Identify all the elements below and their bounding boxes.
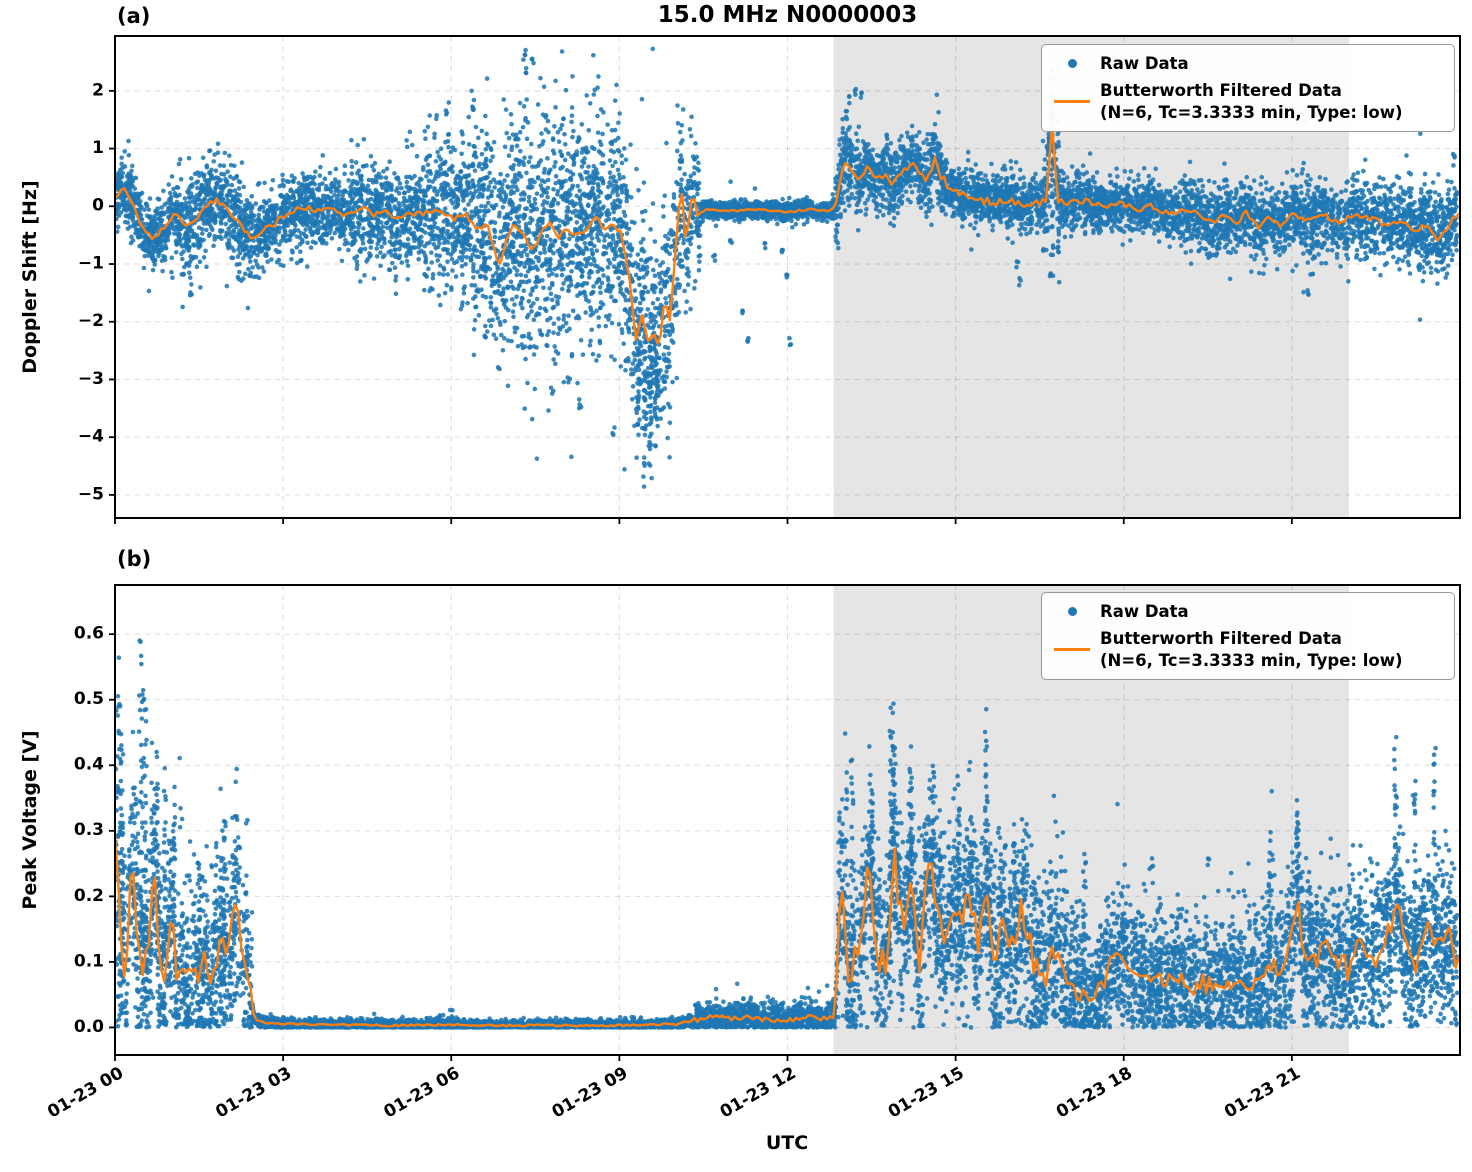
legend-raw-label: Raw Data	[1100, 54, 1189, 73]
legend-raw-label: Raw Data	[1100, 602, 1189, 621]
panel-a-label: (a)	[117, 4, 151, 28]
legend-filtered-label-line1: Butterworth Filtered Data	[1100, 629, 1342, 649]
filtered-line-marker-icon	[1054, 100, 1090, 104]
legend-filtered-label: Butterworth Filtered Data (N=6, Tc=3.333…	[1100, 80, 1403, 123]
filtered-line-marker-icon	[1054, 648, 1090, 652]
legend-filtered-label-line2: (N=6, Tc=3.3333 min, Type: low)	[1100, 102, 1403, 122]
legend-filtered-label: Butterworth Filtered Data (N=6, Tc=3.333…	[1100, 628, 1403, 671]
legend-raw-entry: Raw Data	[1052, 601, 1444, 622]
y-axis-label-doppler: Doppler Shift [Hz]	[19, 180, 41, 374]
panel-b-label: (b)	[117, 547, 152, 571]
legend-filtered-label-line1: Butterworth Filtered Data	[1100, 81, 1342, 101]
legend-raw-entry: Raw Data	[1052, 53, 1444, 74]
legend-panel-a: Raw Data Butterworth Filtered Data (N=6,…	[1041, 44, 1455, 133]
raw-data-marker-icon	[1067, 607, 1077, 617]
legend-filtered-entry: Butterworth Filtered Data (N=6, Tc=3.333…	[1052, 628, 1444, 671]
legend-filtered-entry: Butterworth Filtered Data (N=6, Tc=3.333…	[1052, 80, 1444, 123]
raw-data-marker-icon	[1067, 59, 1077, 69]
legend-panel-b: Raw Data Butterworth Filtered Data (N=6,…	[1041, 592, 1455, 681]
chart-title: 15.0 MHz N0000003	[657, 2, 918, 28]
y-axis-label-voltage: Peak Voltage [V]	[19, 730, 41, 910]
legend-filtered-label-line2: (N=6, Tc=3.3333 min, Type: low)	[1100, 650, 1403, 670]
x-axis-label: UTC	[765, 1132, 809, 1154]
